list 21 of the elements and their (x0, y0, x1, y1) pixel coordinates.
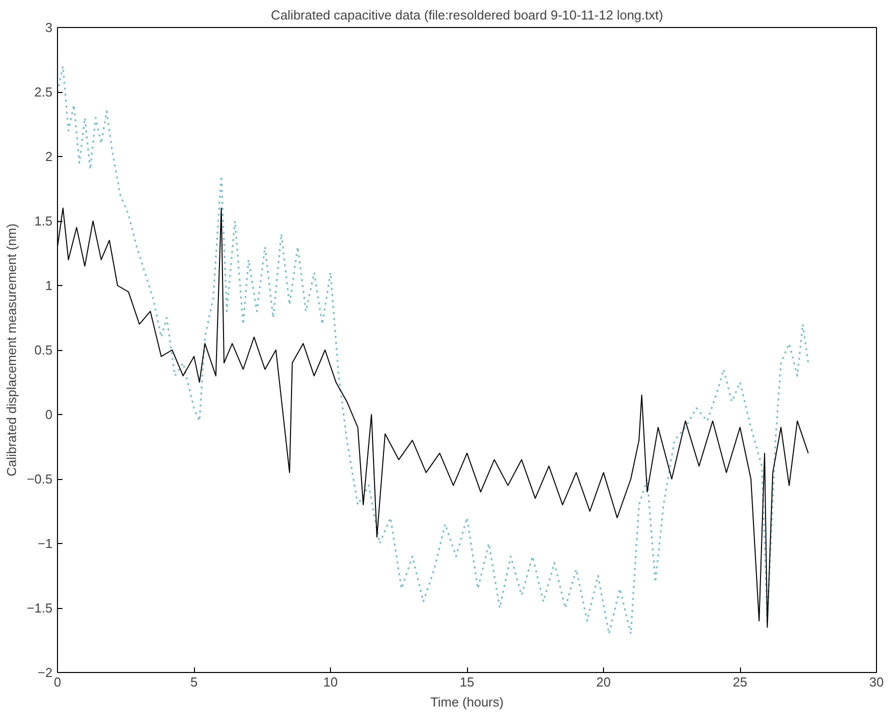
y-tick-label: −1.5 (26, 600, 53, 616)
y-tick-label: 1 (45, 278, 53, 293)
x-axis-title: Time (hours) (430, 694, 504, 710)
y-tick-label: 1.5 (34, 214, 53, 228)
y-tick-label: 2 (45, 149, 53, 164)
y-tick-label: −0.5 (26, 472, 53, 486)
x-tick-label: 10 (323, 674, 338, 690)
x-tick-label: 5 (190, 674, 198, 690)
x-tick-label: 20 (596, 674, 611, 690)
y-tick-label: −2 (38, 665, 53, 680)
y-tick-label: −1 (38, 536, 53, 551)
line-series (58, 65, 810, 635)
y-tick-label: 3 (45, 20, 53, 35)
x-tick-label: 30 (869, 674, 884, 690)
y-axis-title: Calibrated displacement measurement (nm) (4, 224, 19, 476)
x-tick-label: 15 (460, 674, 474, 690)
y-tick-label: 0 (45, 407, 53, 422)
y-tick-label: 2.5 (34, 84, 53, 100)
y-tick-label: 0.5 (34, 342, 53, 358)
x-tick-label: 25 (732, 674, 748, 690)
chart-title: Calibrated capacitive data (file:resoldered board 9-10-11-12 long.txt) (270, 8, 664, 22)
